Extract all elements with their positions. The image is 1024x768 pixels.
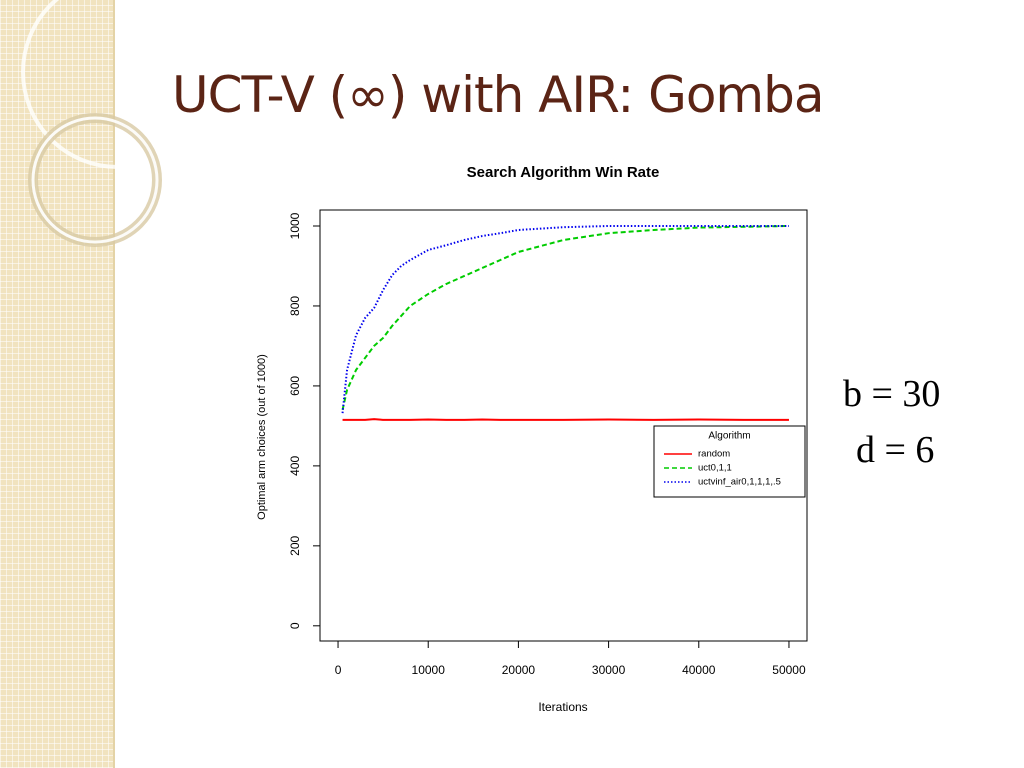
legend-label: uct0,1,1 bbox=[698, 463, 732, 474]
side-strip-edge bbox=[113, 0, 115, 768]
y-axis-label: Optimal arm choices (out of 1000) bbox=[256, 354, 268, 520]
ring bbox=[31, 116, 159, 244]
y-tick-label: 800 bbox=[288, 296, 302, 316]
series-line bbox=[342, 418, 789, 421]
series-line bbox=[341, 224, 789, 411]
legend-label: uctvinf_air0,1,1,1,.5 bbox=[698, 477, 781, 488]
y-tick-label: 0 bbox=[288, 622, 302, 629]
y-tick-label: 200 bbox=[288, 536, 302, 556]
legend-title: Algorithm bbox=[708, 431, 750, 442]
x-tick-label: 20000 bbox=[502, 663, 536, 677]
y-tick-label: 600 bbox=[288, 376, 302, 396]
chart-title: Search Algorithm Win Rate bbox=[467, 164, 660, 181]
y-tick-label: 1000 bbox=[288, 212, 302, 239]
x-tick-label: 0 bbox=[335, 663, 342, 677]
x-tick-label: 40000 bbox=[682, 663, 716, 677]
x-tick-label: 50000 bbox=[772, 663, 806, 677]
equation: d = 6 bbox=[856, 429, 935, 471]
series-line bbox=[341, 224, 789, 414]
x-axis-label: Iterations bbox=[538, 700, 587, 714]
equation: b = 30 bbox=[843, 373, 941, 415]
legend-box bbox=[653, 425, 806, 498]
x-tick-label: 30000 bbox=[592, 663, 626, 677]
plot-frame bbox=[319, 209, 808, 642]
y-tick-label: 400 bbox=[288, 456, 302, 476]
x-tick-label: 10000 bbox=[412, 663, 446, 677]
decoration bbox=[21, 0, 215, 247]
ring bbox=[21, 0, 215, 169]
slide-title: UCT-V (∞) with AIR: Gomba bbox=[172, 66, 825, 124]
legend-label: random bbox=[698, 449, 730, 460]
